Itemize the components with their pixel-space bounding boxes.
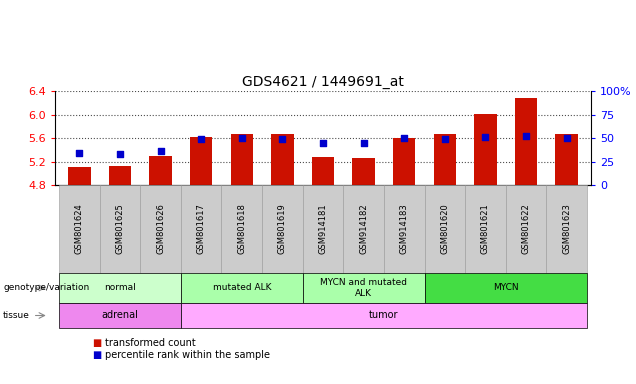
Text: adrenal: adrenal bbox=[102, 311, 139, 321]
Text: GSM801626: GSM801626 bbox=[156, 204, 165, 255]
Point bbox=[480, 134, 490, 140]
Bar bbox=[393, 138, 415, 185]
Text: percentile rank within the sample: percentile rank within the sample bbox=[105, 350, 270, 360]
Text: GSM914182: GSM914182 bbox=[359, 204, 368, 254]
Text: ■: ■ bbox=[92, 350, 102, 360]
Bar bbox=[68, 167, 90, 185]
Text: GSM801620: GSM801620 bbox=[440, 204, 449, 254]
Text: ■: ■ bbox=[92, 338, 102, 348]
Text: GSM801618: GSM801618 bbox=[237, 204, 246, 255]
Point bbox=[399, 135, 410, 141]
Bar bbox=[231, 134, 253, 185]
Bar bbox=[515, 98, 537, 185]
Bar bbox=[271, 134, 294, 185]
Text: GSM801625: GSM801625 bbox=[116, 204, 125, 254]
Point bbox=[155, 148, 165, 154]
Bar bbox=[352, 158, 375, 185]
Point bbox=[359, 140, 369, 146]
Text: GSM914183: GSM914183 bbox=[399, 204, 409, 254]
Text: mutated ALK: mutated ALK bbox=[212, 283, 271, 293]
Text: MYCN: MYCN bbox=[493, 283, 518, 293]
Text: GSM801622: GSM801622 bbox=[522, 204, 530, 254]
Bar bbox=[474, 114, 497, 185]
Text: normal: normal bbox=[104, 283, 136, 293]
Text: GSM801621: GSM801621 bbox=[481, 204, 490, 254]
Text: GSM801623: GSM801623 bbox=[562, 204, 571, 255]
Bar bbox=[190, 137, 212, 185]
Text: GSM801617: GSM801617 bbox=[197, 204, 205, 255]
Text: MYCN and mutated
ALK: MYCN and mutated ALK bbox=[320, 278, 407, 298]
Point bbox=[237, 135, 247, 141]
Bar bbox=[312, 157, 334, 185]
Point bbox=[439, 136, 450, 142]
Point bbox=[318, 140, 328, 146]
Text: genotype/variation: genotype/variation bbox=[3, 283, 90, 293]
Bar bbox=[109, 166, 131, 185]
Point bbox=[277, 136, 287, 142]
Bar bbox=[149, 156, 172, 185]
Text: GSM914181: GSM914181 bbox=[319, 204, 328, 254]
Point bbox=[521, 133, 531, 139]
Point bbox=[115, 151, 125, 157]
Bar bbox=[434, 134, 456, 185]
Point bbox=[74, 150, 85, 156]
Text: transformed count: transformed count bbox=[105, 338, 196, 348]
Bar bbox=[555, 134, 577, 185]
Text: tissue: tissue bbox=[3, 311, 30, 320]
Title: GDS4621 / 1449691_at: GDS4621 / 1449691_at bbox=[242, 75, 404, 89]
Text: tumor: tumor bbox=[369, 311, 399, 321]
Point bbox=[196, 136, 206, 142]
Text: GSM801619: GSM801619 bbox=[278, 204, 287, 254]
Point bbox=[562, 135, 572, 141]
Text: GSM801624: GSM801624 bbox=[75, 204, 84, 254]
